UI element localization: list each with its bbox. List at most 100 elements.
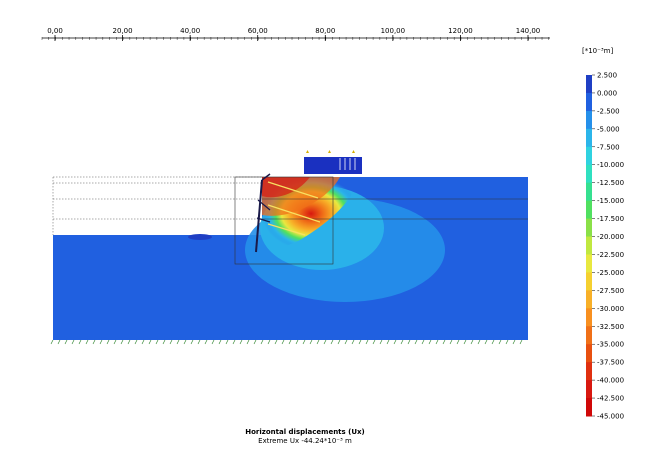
legend-swatch <box>586 182 592 202</box>
legend-label: -30.000 <box>597 305 624 313</box>
ruler-tick-label: 80,00 <box>315 27 335 35</box>
fixity-tick <box>505 339 509 345</box>
load-arrows <box>339 158 356 170</box>
fixity-tick <box>358 339 362 345</box>
fixity-tick <box>428 339 432 345</box>
legend-swatch <box>586 164 592 184</box>
fixity-tick <box>92 339 96 345</box>
legend-label: 0.000 <box>597 89 617 97</box>
fixity-tick <box>197 339 201 345</box>
legend-swatch <box>586 398 592 417</box>
fixity-tick <box>470 339 474 345</box>
fixity-tick <box>484 339 488 345</box>
fixity-tick <box>239 339 243 345</box>
fixity-tick <box>169 339 173 345</box>
color-legend: [*10⁻³m] 2.500 0.000 -2.500 -5.000 -7.500 -10… <box>582 47 624 421</box>
legend-label: -10.000 <box>597 161 624 169</box>
fixity-tick <box>218 339 222 345</box>
ruler-tick-label: 60,00 <box>248 27 268 35</box>
fixity-tick <box>372 339 376 345</box>
legend-swatch <box>586 128 592 148</box>
retaining-wall <box>255 173 271 253</box>
ruler-tick-label: 120,00 <box>448 27 473 35</box>
legend-label: -27.500 <box>597 287 624 295</box>
fixity-tick <box>330 339 334 345</box>
legend-colorbar <box>586 75 592 417</box>
excavated-layers <box>52 176 262 235</box>
fixity-tick <box>323 339 327 345</box>
legend-swatch <box>586 236 592 255</box>
fixity-tick <box>134 339 138 345</box>
fixity-tick <box>302 339 306 345</box>
fixity-tick <box>211 339 215 345</box>
fixity-tick <box>106 339 110 345</box>
fixity-tick <box>407 339 411 345</box>
fixity-tick <box>71 339 75 345</box>
legend-label: -25.000 <box>597 269 624 277</box>
fixity-tick <box>176 339 180 345</box>
legend-swatch <box>586 272 592 291</box>
fixity-tick <box>288 339 292 345</box>
surface-load <box>304 150 362 174</box>
legend-swatch <box>586 75 592 94</box>
fixity-tick <box>57 339 61 345</box>
fixity-tick <box>127 339 131 345</box>
fixity-tick <box>386 339 390 345</box>
fixity-tick <box>477 339 481 345</box>
legend-swatch <box>586 200 592 220</box>
fixity-tick <box>400 339 404 345</box>
fixity-tick <box>379 339 383 345</box>
ground-anchors <box>267 181 321 236</box>
fixity-tick <box>281 339 285 345</box>
fixity-tick <box>190 339 194 345</box>
load-markers <box>306 150 355 153</box>
fixity-tick <box>498 339 502 345</box>
ruler-tick-label: 0,00 <box>47 27 63 35</box>
extreme-value: Extreme Ux -44.24*10⁻³ m <box>258 437 352 445</box>
legend-label: -2.500 <box>597 107 620 115</box>
ruler-tick-label: 20,00 <box>113 27 133 35</box>
fixity-tick <box>351 339 355 345</box>
fixity-tick <box>274 339 278 345</box>
legend-swatch <box>586 326 592 345</box>
fixity-tick <box>365 339 369 345</box>
fixity-tick <box>113 339 117 345</box>
soil-domain <box>50 173 528 345</box>
fixity-tick <box>155 339 159 345</box>
legend-swatch <box>586 254 592 273</box>
fixity-tick <box>344 339 348 345</box>
legend-swatch <box>586 92 592 112</box>
legend-label: -7.500 <box>597 143 620 151</box>
fixity-tick <box>50 339 54 345</box>
soil-spot <box>188 234 212 240</box>
ruler-labels: 0,00 20,00 40,00 60,00 80,00 100,00 120,00 140,… <box>47 27 540 41</box>
fixity-tick <box>449 339 453 345</box>
legend-swatch <box>586 290 592 309</box>
ruler-minor-ticks <box>41 37 549 40</box>
fixity-tick <box>183 339 187 345</box>
fixity-tick <box>512 339 516 345</box>
fixity-tick <box>267 339 271 345</box>
legend-swatch <box>586 362 592 381</box>
fixity-tick <box>99 339 103 345</box>
fixity-tick <box>456 339 460 345</box>
fixity-tick <box>337 339 341 345</box>
legend-label: -17.500 <box>597 215 624 223</box>
fixity-tick <box>316 339 320 345</box>
fixity-tick <box>253 339 257 345</box>
top-ruler: 0,00 20,00 40,00 60,00 80,00 100,00 120,00 140,… <box>41 27 550 41</box>
fixity-tick <box>393 339 397 345</box>
legend-label: 2.500 <box>597 72 617 80</box>
fixity-tick <box>225 339 229 345</box>
fixity-tick <box>64 339 68 345</box>
fixity-tick <box>78 339 82 345</box>
fixity-tick <box>148 339 152 345</box>
ruler-tick-label: 40,00 <box>180 27 200 35</box>
legend-labels: 2.500 0.000 -2.500 -5.000 -7.500 -10.000 -12.5… <box>592 72 624 421</box>
fixity-tick <box>85 339 89 345</box>
fixity-tick <box>463 339 467 345</box>
legend-label: -40.000 <box>597 377 624 385</box>
legend-label: -15.000 <box>597 197 624 205</box>
fixity-tick <box>442 339 446 345</box>
